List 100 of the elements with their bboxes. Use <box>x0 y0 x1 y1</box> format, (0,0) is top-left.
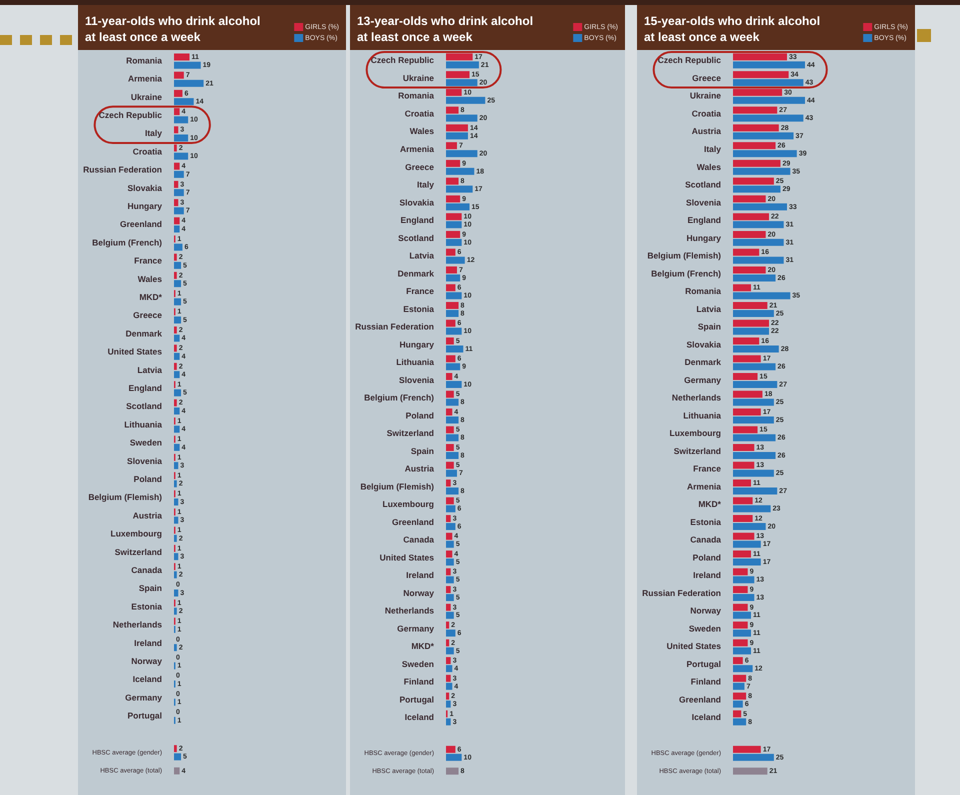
y-tick-label: Ukraine <box>130 92 162 102</box>
bar <box>733 256 784 264</box>
y-tick-label: Ireland <box>693 570 721 580</box>
bar <box>446 168 474 175</box>
bar <box>174 426 180 433</box>
y-tick-label: Belgium (Flemish) <box>647 250 722 261</box>
bar <box>446 515 451 522</box>
bar <box>446 160 460 167</box>
y-tick-label: Sweden <box>130 438 162 448</box>
bar <box>446 132 468 140</box>
bar <box>733 612 751 619</box>
y-tick-label: Austria <box>132 510 162 520</box>
bar <box>446 302 459 309</box>
bar <box>733 692 746 700</box>
bar <box>733 754 774 761</box>
bar <box>733 213 769 220</box>
bar <box>733 150 797 158</box>
bar <box>446 754 462 761</box>
bar <box>446 426 454 434</box>
y-tick-label: Netherlands <box>672 392 722 403</box>
bar <box>174 399 177 406</box>
bar <box>174 362 177 370</box>
y-tick-label: Lithuania <box>396 357 434 368</box>
bar <box>174 462 178 470</box>
bar <box>446 604 451 611</box>
bar <box>733 576 754 584</box>
bar <box>446 71 470 78</box>
bar <box>174 254 177 261</box>
y-tick-label: Luxembourg <box>382 499 434 510</box>
y-tick-label: Belgium (French) <box>651 268 722 278</box>
y-tick-label: Ireland <box>134 638 162 648</box>
y-tick-label: Scotland <box>398 232 434 243</box>
bar <box>174 407 180 414</box>
bar <box>446 665 452 672</box>
bar <box>446 390 454 398</box>
y-tick-label: Spain <box>138 583 162 594</box>
bar <box>446 718 451 726</box>
bar <box>733 682 744 690</box>
y-tick-label: Austria <box>404 464 434 474</box>
y-tick-label: Slovakia <box>128 182 162 193</box>
y-tick-label: Wales <box>696 162 722 172</box>
bar <box>733 452 776 460</box>
bar <box>174 225 180 232</box>
bar <box>733 480 751 487</box>
bar <box>733 79 804 86</box>
bar <box>446 380 462 388</box>
bar <box>174 326 177 334</box>
y-tick-label: Canada <box>131 565 162 576</box>
bar <box>174 272 177 279</box>
y-tick-label: England <box>400 215 434 226</box>
y-tick-label: Hungary <box>128 201 162 212</box>
y-tick-label: Russian Federation <box>355 322 434 332</box>
y-tick-label: MKD* <box>139 292 163 302</box>
y-tick-label: Spain <box>698 322 721 332</box>
y-tick-label: Slovenia <box>399 374 434 385</box>
bar <box>446 79 478 86</box>
y-tick-label: Czech Republic <box>370 55 434 66</box>
bar <box>174 745 177 752</box>
bar <box>446 345 464 352</box>
y-tick-label: Latvia <box>409 250 434 261</box>
y-tick-label: France <box>134 256 162 266</box>
y-tick-label: Germany <box>684 374 722 385</box>
y-tick-label: Estonia <box>403 304 434 314</box>
bar <box>174 316 182 324</box>
bar <box>733 142 776 150</box>
bar <box>446 328 462 335</box>
chart-title: 15-year-olds who drink alcohol at least once a week <box>644 14 820 44</box>
y-tick-label: England <box>687 215 721 226</box>
bar <box>446 372 452 380</box>
bar <box>733 88 782 96</box>
bar <box>733 266 766 274</box>
bar <box>733 768 768 775</box>
y-tick-label: Iceland <box>132 674 162 684</box>
bar <box>174 262 182 269</box>
y-tick-label: United States <box>666 641 722 652</box>
y-tick-label: Hungary <box>686 232 722 243</box>
bar <box>446 639 450 646</box>
bar <box>446 416 459 424</box>
bar <box>446 434 459 442</box>
bar <box>446 444 454 452</box>
bar <box>174 108 180 116</box>
y-tick-label: Ireland <box>406 570 434 580</box>
bar <box>733 124 779 132</box>
bar <box>446 497 454 504</box>
bar <box>446 256 465 264</box>
bar <box>446 150 478 158</box>
bar <box>446 178 459 185</box>
bar <box>174 371 180 378</box>
bar <box>733 558 761 566</box>
y-tick-label: Germany <box>125 692 162 702</box>
y-tick-label: Greece <box>133 310 162 320</box>
bar <box>446 594 454 602</box>
bar <box>446 630 456 637</box>
bar <box>733 674 746 682</box>
bar <box>446 96 486 104</box>
bar <box>446 195 460 202</box>
y-tick-label: Croatia <box>132 146 162 156</box>
bar <box>733 221 784 228</box>
bar <box>446 124 468 132</box>
bar <box>174 199 178 206</box>
